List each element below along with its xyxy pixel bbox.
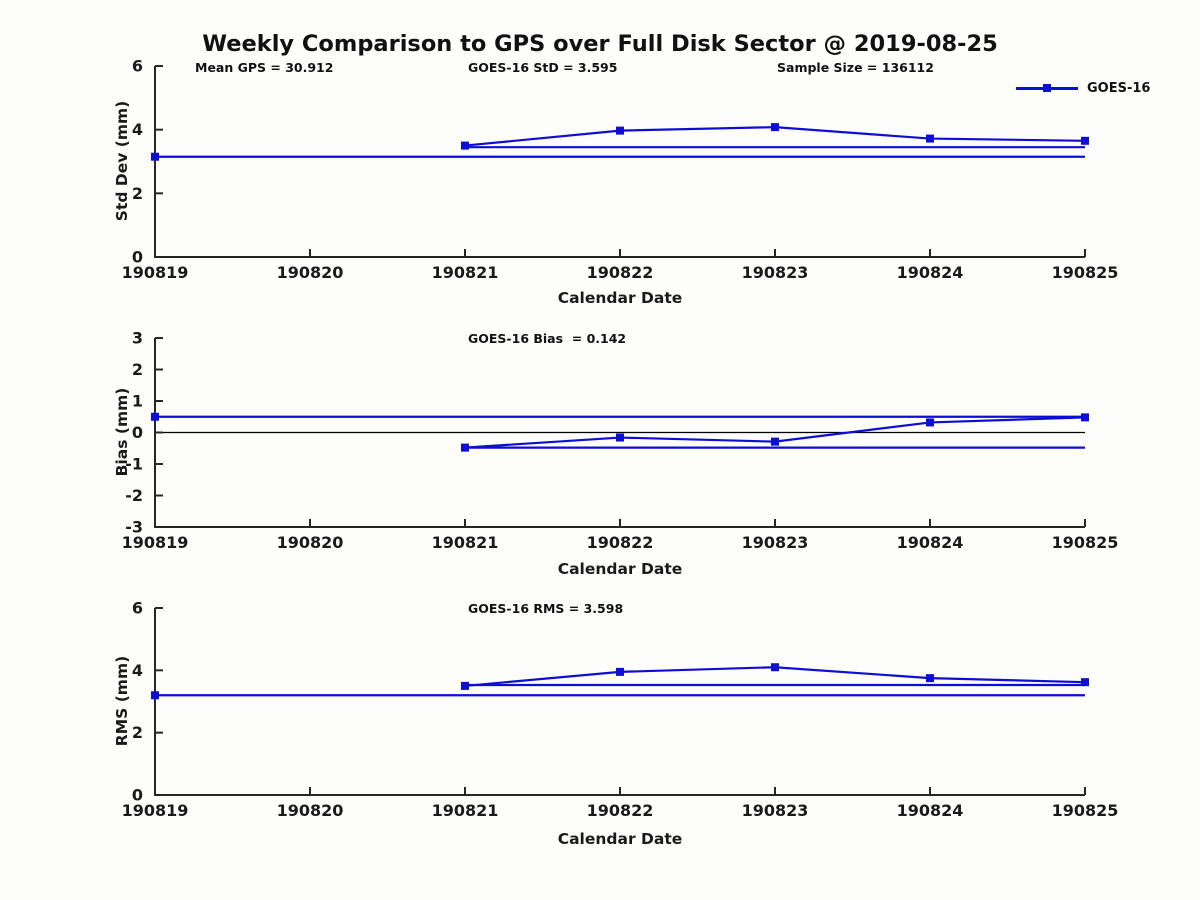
xlabel-stddev: Calendar Date: [557, 289, 683, 307]
x-tick-label: 190822: [587, 801, 654, 820]
y-tick-label: -2: [125, 486, 143, 505]
axes-bias: 190819 190820 190821 190822 190823 190824 1908…: [122, 329, 1119, 553]
square-marker: [771, 663, 779, 672]
y-tick-label: 0: [132, 423, 143, 442]
x-tick-label: 190825: [1052, 263, 1119, 282]
x-tick-label: 190820: [277, 533, 344, 552]
y-tick-label: 4: [132, 661, 143, 680]
y-tick-label: 2: [132, 360, 143, 379]
y-tick-label: 4: [132, 120, 143, 139]
x-tick-label: 190820: [277, 801, 344, 820]
square-marker: [926, 418, 934, 427]
square-marker: [771, 437, 779, 446]
square-marker: [151, 691, 159, 700]
square-marker: [461, 141, 469, 150]
y-tick-label: -3: [125, 518, 143, 537]
subplot-bias: 190819 190820 190821 190822 190823 190824 1908…: [122, 329, 1119, 553]
annotation-goes16-bias: GOES-16 Bias = 0.142: [468, 331, 627, 346]
square-marker: [151, 412, 159, 421]
legend-square-marker-icon: [1043, 84, 1051, 93]
x-tick-label: 190821: [432, 533, 499, 552]
axes-stddev: 190819 190820 190821 190822 190823 190824 1908…: [122, 57, 1119, 283]
x-tick-label: 190823: [742, 801, 809, 820]
figure-title: Weekly Comparison to GPS over Full Disk …: [202, 31, 998, 57]
x-tick-label: 190819: [122, 533, 189, 552]
xlabel-rms: Calendar Date: [557, 830, 683, 848]
y-tick-label: 0: [132, 786, 143, 805]
annotation-sample-size: Sample Size = 136112: [777, 60, 934, 75]
square-marker: [1081, 136, 1089, 145]
y-tick-label: 6: [132, 57, 143, 76]
legend-line-sample: [1016, 84, 1078, 93]
x-tick-label: 190819: [122, 263, 189, 282]
square-marker: [151, 152, 159, 161]
square-marker: [926, 674, 934, 683]
subplot-rms: 190819 190820 190821 190822 190823 190824 1908…: [122, 599, 1119, 821]
annotation-goes16-std: GOES-16 StD = 3.595: [468, 60, 618, 75]
x-tick-label: 190822: [587, 533, 654, 552]
x-tick-label: 190821: [432, 801, 499, 820]
square-marker: [1081, 678, 1089, 687]
y-tick-label: 6: [132, 599, 143, 618]
x-tick-label: 190825: [1052, 533, 1119, 552]
y-tick-label: 2: [132, 184, 143, 203]
legend-label: GOES-16: [1087, 81, 1151, 96]
x-tick-label: 190824: [897, 533, 964, 552]
y-tick-label: 2: [132, 723, 143, 742]
y-tick-label: 3: [132, 329, 143, 348]
x-tick-label: 190820: [277, 263, 344, 282]
square-marker: [616, 667, 624, 676]
y-tick-label: 0: [132, 248, 143, 267]
x-tick-label: 190823: [742, 533, 809, 552]
square-marker: [616, 433, 624, 442]
annotation-goes16-rms: GOES-16 RMS = 3.598: [468, 601, 624, 616]
x-tick-label: 190823: [742, 263, 809, 282]
legend: GOES-16: [1016, 81, 1150, 96]
y-tick-label: 1: [132, 392, 143, 411]
square-marker: [771, 123, 779, 132]
x-tick-label: 190822: [587, 263, 654, 282]
subplot-stddev: 190819 190820 190821 190822 190823 190824 1908…: [122, 57, 1119, 283]
x-tick-label: 190824: [897, 801, 964, 820]
y-tick-label: -1: [125, 455, 143, 474]
x-tick-label: 190824: [897, 263, 964, 282]
x-tick-label: 190821: [432, 263, 499, 282]
square-marker: [616, 126, 624, 135]
square-marker: [926, 134, 934, 143]
xlabel-bias: Calendar Date: [557, 560, 683, 578]
x-tick-label: 190819: [122, 801, 189, 820]
annotation-mean-gps: Mean GPS = 30.912: [195, 60, 334, 75]
axes-rms: 190819 190820 190821 190822 190823 190824 1908…: [122, 599, 1119, 821]
x-tick-label: 190825: [1052, 801, 1119, 820]
